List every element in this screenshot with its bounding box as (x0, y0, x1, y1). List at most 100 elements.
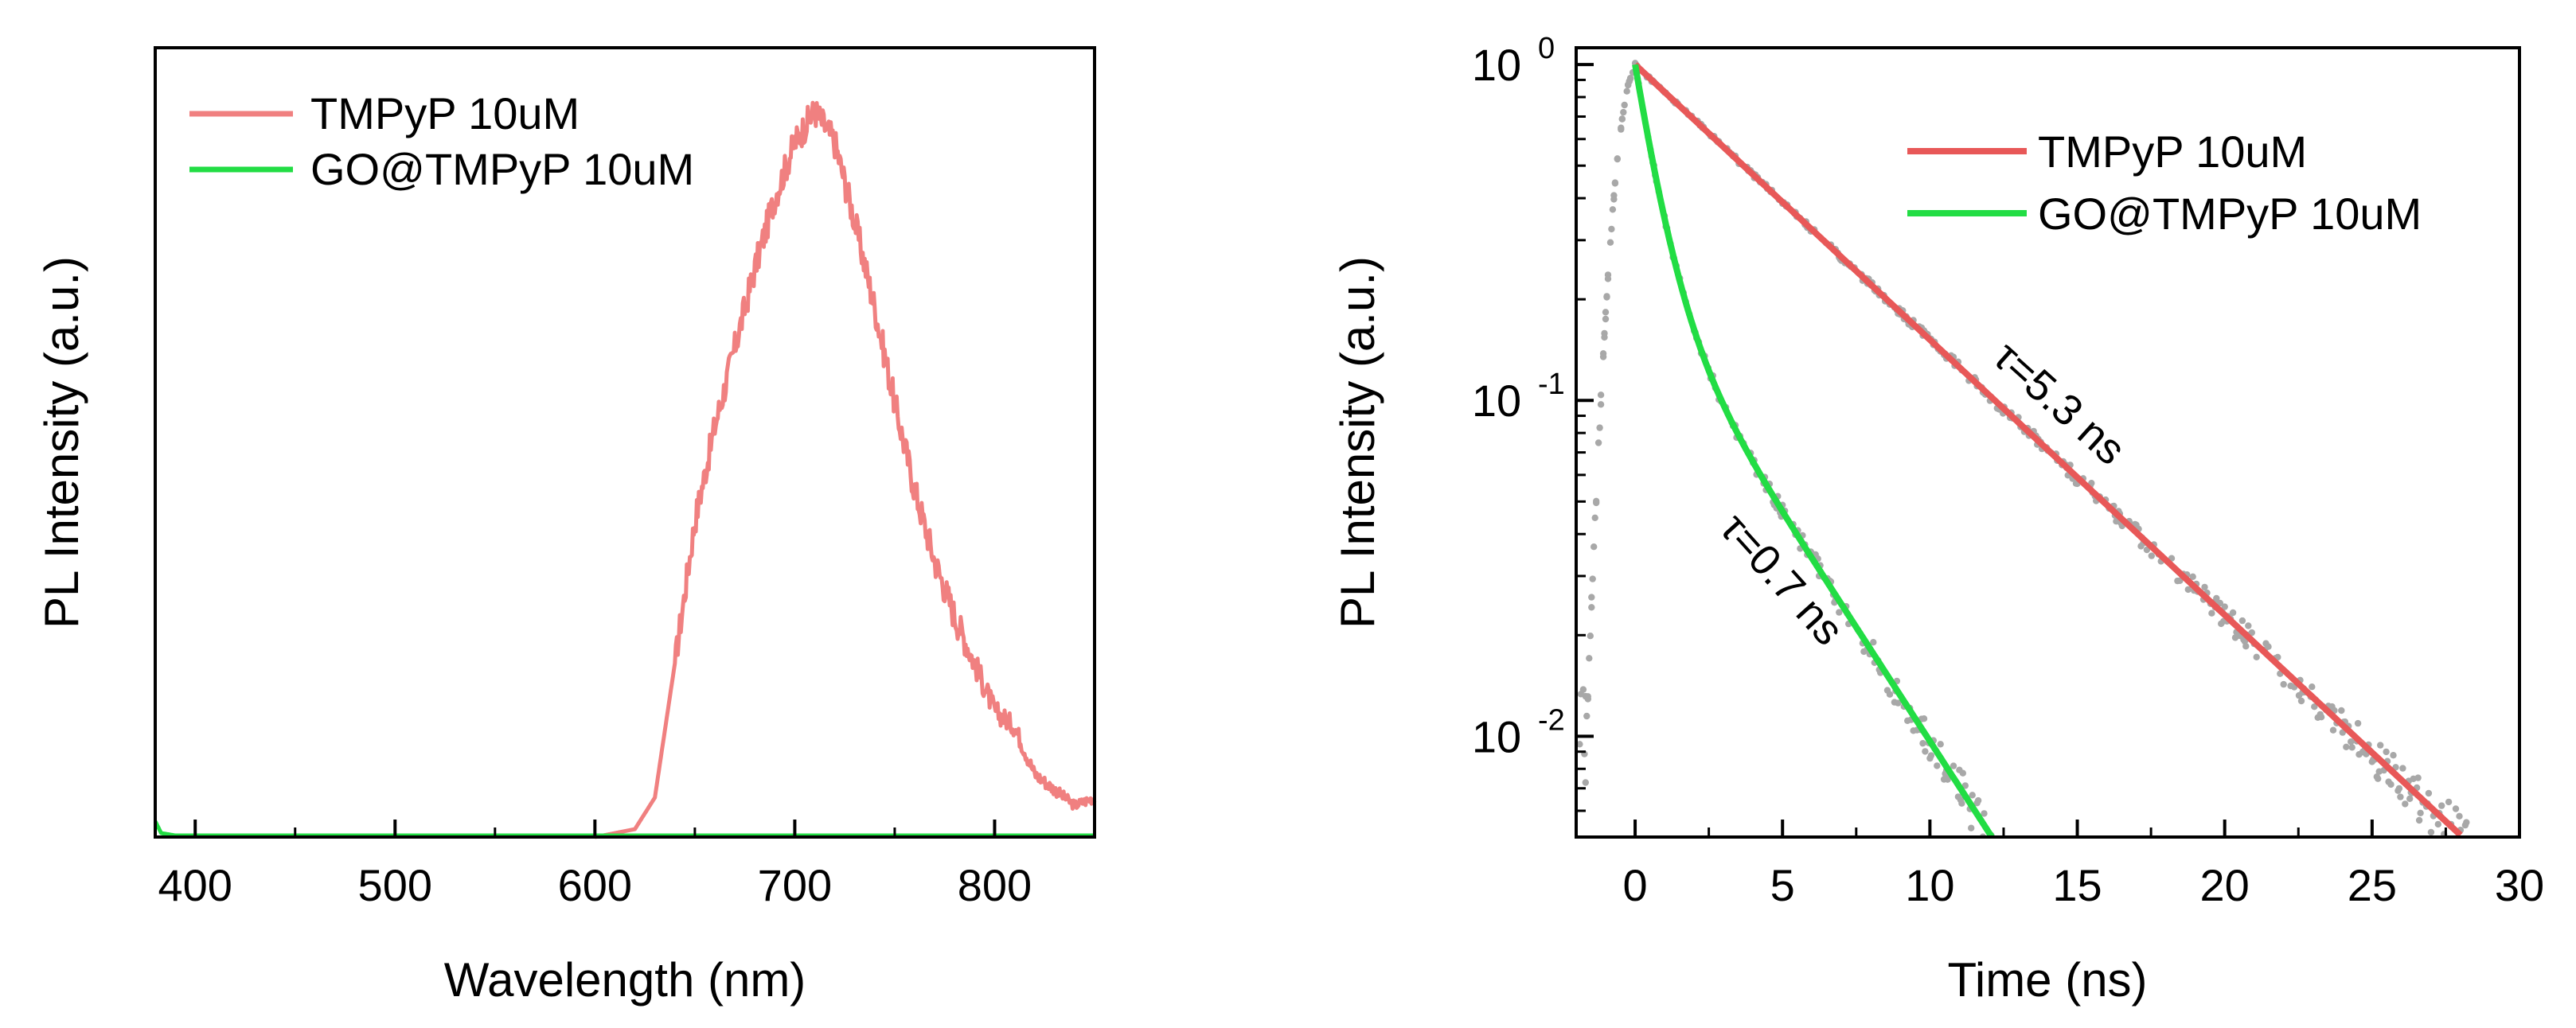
decay-data-point (1958, 800, 1965, 807)
right-x-tick-label: 15 (2052, 860, 2102, 910)
decay-data-point (1597, 391, 1605, 399)
right-y-tick-exponent: 0 (1538, 32, 1555, 65)
decay-data-point (1981, 810, 1988, 817)
right-scatter-points (1576, 60, 2470, 837)
decay-data-point (2383, 748, 2390, 756)
decay-data-point (2390, 752, 2397, 759)
decay-data-point (1609, 206, 1617, 213)
decay-data-point (2343, 743, 2350, 750)
decay-data-point (1961, 782, 1969, 789)
decay-data-point (2397, 793, 2404, 800)
decay-data-point (2221, 603, 2228, 610)
decay-data-point (1618, 115, 1626, 123)
decay-data-point (2445, 798, 2453, 806)
right-y-axis-label: PL Intensity (a.u.) (1331, 256, 1384, 629)
decay-data-point (1934, 762, 1941, 769)
left-x-tick-label: 700 (758, 860, 832, 910)
decay-data-point (2427, 828, 2435, 836)
decay-data-point (2456, 812, 2463, 820)
fit-line-tmpyp (1633, 62, 2463, 837)
decay-data-point (1608, 225, 1615, 233)
right-y-tick-exponent: -2 (1538, 703, 1565, 737)
left-legend-label-go-tmpyp: GO@TMPyP 10uM (310, 144, 694, 194)
decay-data-point (1582, 779, 1590, 786)
decay-data-point (1588, 604, 1595, 611)
decay-data-point (1599, 353, 1607, 360)
decay-data-point (2348, 738, 2355, 746)
decay-data-point (2415, 816, 2423, 824)
decay-data-point (2434, 820, 2441, 828)
decay-data-point (2375, 775, 2382, 782)
decay-data-point (2242, 643, 2250, 650)
decay-data-point (2399, 765, 2406, 772)
decay-data-point (1968, 824, 1975, 831)
decay-data-point (1610, 196, 1618, 203)
decay-data-point (2280, 680, 2287, 688)
right-y-axis-ticks: 10 0 10 -1 10 -2 (1472, 32, 1594, 812)
right-plot-frame (1575, 46, 2521, 839)
decay-data-point (1927, 752, 1935, 759)
decay-data-point (1969, 792, 1976, 799)
left-x-axis-ticks: 400 500 600 700 800 (158, 820, 1096, 910)
decay-data-point (1937, 741, 1944, 748)
decay-data-point (1919, 740, 1926, 747)
right-y-tick-label: 10 (1472, 40, 1521, 90)
decay-data-point (1974, 796, 1982, 804)
right-x-axis-label: Time (ns) (1947, 953, 2147, 1007)
decay-data-point (1590, 543, 1598, 551)
decay-data-point (2248, 629, 2255, 637)
left-plot-area (153, 100, 1097, 839)
decay-data-point (1959, 769, 1966, 777)
left-plot-frame (154, 46, 1096, 839)
decay-data-point (1895, 699, 1902, 707)
decay-data-point (1603, 293, 1610, 300)
right-y-tick-label: 10 (1472, 376, 1521, 426)
fit-line-go-tmpyp (1632, 64, 1996, 837)
decay-data-point (1597, 401, 1605, 408)
decay-data-point (2406, 795, 2414, 802)
right-y-tick-label: 10 (1472, 711, 1521, 761)
right-x-tick-label: 10 (1905, 860, 1954, 910)
right-y-tick-exponent: -1 (1538, 368, 1565, 401)
left-x-tick-label: 800 (958, 860, 1032, 910)
decay-data-point (1870, 639, 1877, 646)
right-legend: TMPyP 10uM GO@TMPyP 10uM (1907, 127, 2422, 239)
decay-data-point (2253, 653, 2260, 660)
pl-decay-chart: 0 5 10 15 20 25 30 10 0 10 -1 10 -2 Time (ns) PL In… (1331, 32, 2544, 1007)
decay-data-point (1591, 514, 1598, 521)
decay-data-point (2238, 617, 2246, 625)
left-x-tick-label: 600 (558, 860, 632, 910)
steady-state-pl-chart: 400 500 600 700 800 Wavelength (nm) PL Inten… (35, 46, 1097, 1007)
decay-data-point (2189, 573, 2196, 580)
decay-data-point (1594, 439, 1602, 446)
decay-data-point (1604, 275, 1612, 282)
decay-data-point (2245, 622, 2252, 629)
decay-data-point (2229, 609, 2237, 617)
right-legend-label-go-tmpyp: GO@TMPyP 10uM (2038, 189, 2422, 239)
decay-data-point (2338, 707, 2345, 715)
decay-data-point (2395, 785, 2403, 792)
right-fit-lines (1632, 62, 2463, 837)
decay-data-point (1587, 633, 1594, 640)
right-x-tick-label: 0 (1622, 860, 1647, 910)
right-x-tick-label: 25 (2348, 860, 2397, 910)
decay-data-point (2387, 781, 2395, 789)
decay-data-point (2377, 742, 2384, 749)
decay-data-point (2213, 594, 2220, 602)
decay-data-point (1589, 575, 1596, 582)
decay-data-point (2414, 774, 2422, 781)
decay-data-point (1593, 497, 1600, 504)
decay-data-point (1621, 101, 1628, 109)
decay-data-point (2309, 683, 2316, 691)
decay-data-point (2438, 802, 2445, 809)
decay-data-point (1626, 75, 1634, 83)
decay-data-point (1950, 762, 1957, 769)
decay-data-point (2297, 697, 2305, 705)
decay-data-point (2354, 719, 2362, 727)
decay-data-point (1586, 655, 1593, 662)
left-x-axis-label: Wavelength (nm) (444, 953, 806, 1007)
right-x-tick-label: 20 (2200, 860, 2250, 910)
decay-data-point (2317, 714, 2325, 721)
decay-data-point (1588, 594, 1595, 601)
